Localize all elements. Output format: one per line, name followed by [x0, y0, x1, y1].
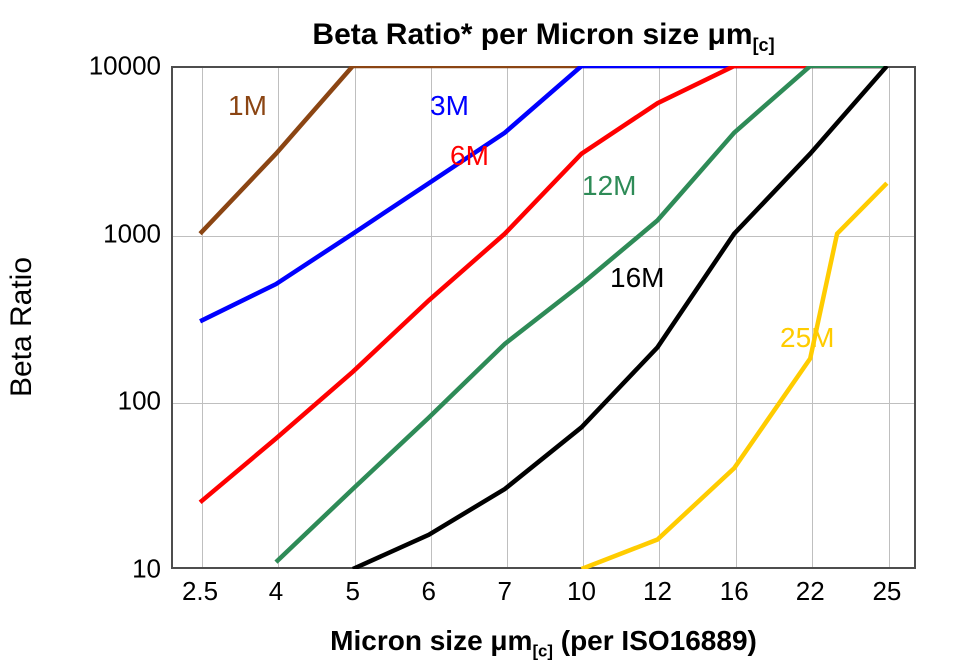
chart-lines — [171, 66, 916, 569]
x-tick-label: 2.5 — [182, 576, 218, 607]
y-axis-label-container: Beta Ratio — [12, 0, 52, 662]
x-tick-label: 25 — [872, 576, 901, 607]
series-label-6M: 6M — [450, 140, 489, 172]
x-tick-label: 22 — [796, 576, 825, 607]
series-line-16M — [353, 66, 887, 569]
series-line-12M — [276, 66, 887, 562]
y-tick-label: 1000 — [103, 218, 161, 249]
series-label-25M: 25M — [780, 322, 834, 354]
x-axis-label: Micron size μm[c] (per ISO16889) — [171, 625, 916, 662]
x-tick-label: 12 — [643, 576, 672, 607]
x-tick-label: 4 — [269, 576, 283, 607]
series-line-6M — [200, 66, 887, 502]
series-label-1M: 1M — [228, 90, 267, 122]
x-tick-label: 16 — [720, 576, 749, 607]
x-tick-label: 6 — [422, 576, 436, 607]
x-tick-label: 7 — [498, 576, 512, 607]
y-axis-label: Beta Ratio — [5, 257, 39, 397]
y-tick-label: 10000 — [89, 51, 161, 82]
series-label-16M: 16M — [610, 262, 664, 294]
x-tick-label: 5 — [346, 576, 360, 607]
x-tick-label: 10 — [567, 576, 596, 607]
y-tick-label: 100 — [118, 386, 161, 417]
series-label-12M: 12M — [582, 170, 636, 202]
chart-title: Beta Ratio* per Micron size μm[c] — [171, 18, 916, 56]
series-label-3M: 3M — [430, 90, 469, 122]
y-tick-label: 10 — [132, 554, 161, 585]
